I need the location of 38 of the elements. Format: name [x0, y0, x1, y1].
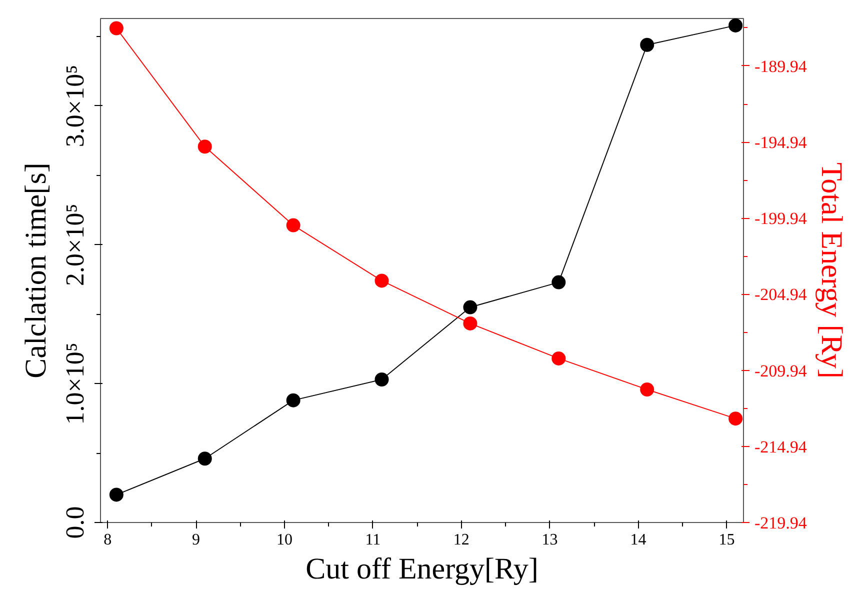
point: [109, 488, 124, 502]
y2-axis-title: Total Energy [Ry]: [814, 162, 848, 379]
y-tick-label: 3.0×10⁵: [60, 64, 90, 148]
x-tick-label: 12: [453, 532, 470, 548]
x-tick-label: 10: [276, 532, 292, 548]
y2-tick-label: -209.94: [754, 361, 808, 380]
point: [552, 351, 566, 366]
point: [198, 452, 212, 466]
point: [109, 21, 124, 36]
point: [728, 18, 743, 32]
point: [552, 275, 566, 290]
x-tick-label: 9: [192, 532, 200, 548]
x-tick-label: 8: [104, 532, 112, 548]
x-tick-label: 14: [630, 532, 646, 548]
x-axis-title: Cut off Energy[Ry]: [306, 552, 538, 586]
point: [374, 372, 389, 386]
y2-tick-label: -199.94: [754, 209, 808, 228]
point: [198, 140, 212, 154]
y2-tick-label: -194.94: [754, 133, 808, 152]
point: [463, 316, 478, 330]
point: [286, 393, 300, 408]
y2-tick-label: -204.94: [754, 285, 808, 304]
x-tick-label: 15: [718, 532, 735, 548]
point: [286, 218, 300, 232]
point: [374, 274, 389, 288]
y-axis-title: Calclation time[s]: [20, 162, 52, 378]
point: [728, 412, 743, 426]
y-tick-label: 2.0×10⁵: [60, 204, 90, 286]
y2-tick-label: -214.94: [754, 437, 808, 456]
y-tick-label: 0.0: [60, 506, 90, 539]
point: [640, 382, 654, 396]
y2-tick-label: -219.94: [754, 514, 808, 532]
point: [463, 300, 478, 314]
y2-tick-label: -189.94: [754, 56, 808, 76]
x-tick-label: 11: [365, 532, 381, 548]
y-tick-label: 1.0×10⁵: [60, 342, 90, 425]
point: [640, 38, 654, 52]
x-tick-label: 13: [542, 532, 558, 548]
